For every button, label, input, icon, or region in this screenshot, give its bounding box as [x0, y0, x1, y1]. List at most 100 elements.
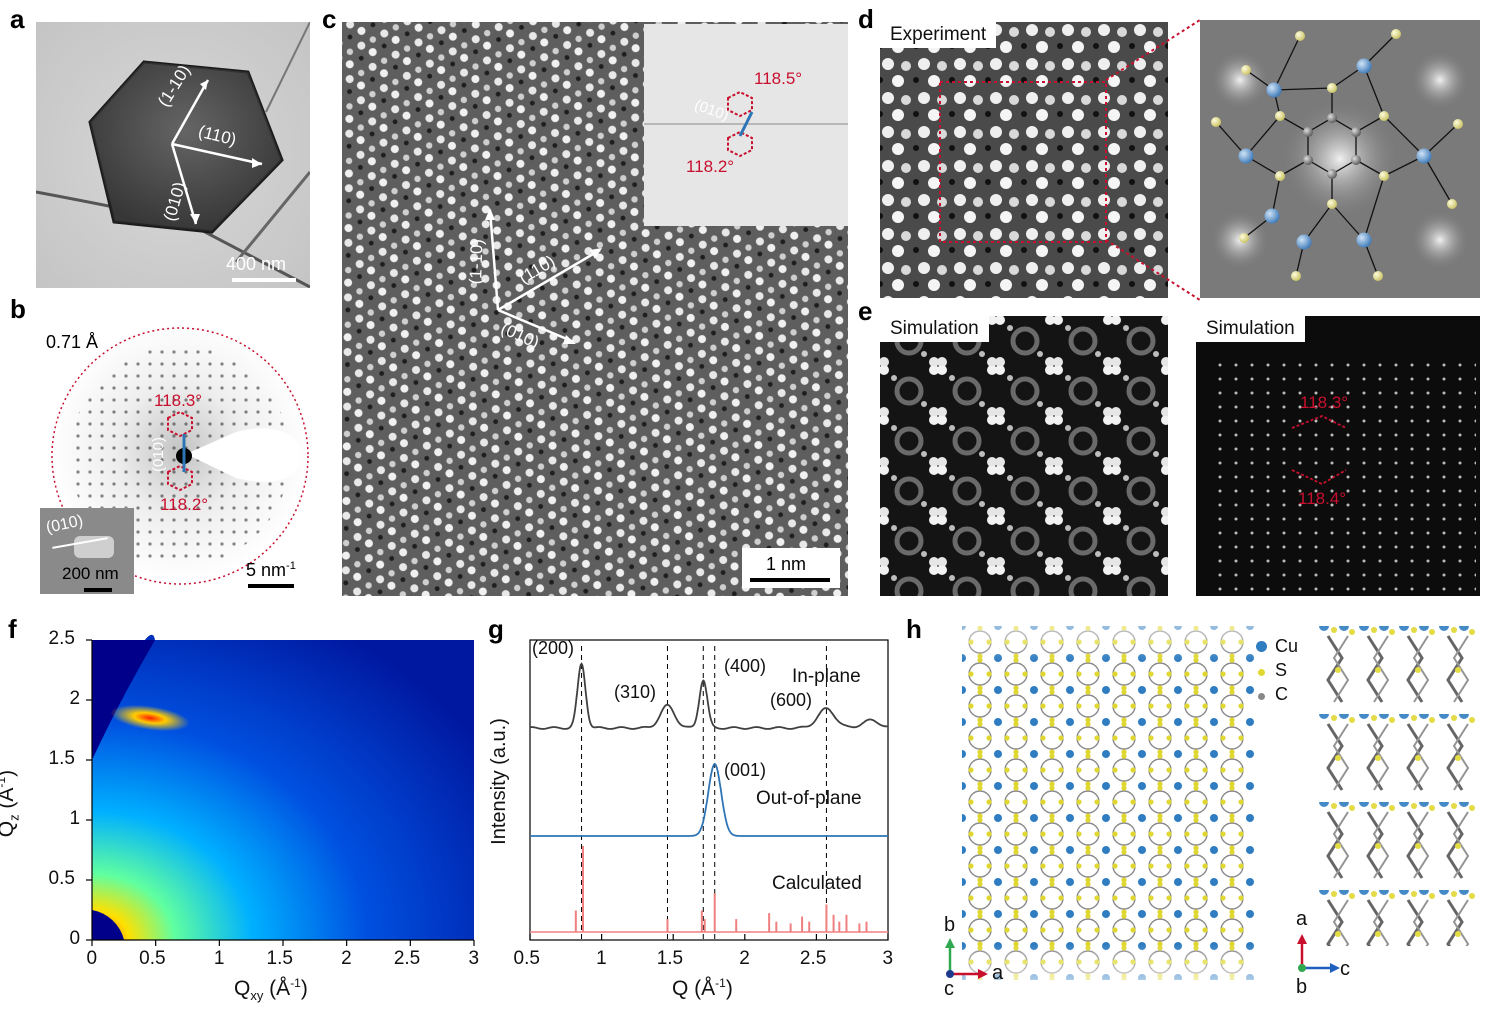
tem-image-a: (1-10) (110) (010) 400 nm	[36, 22, 310, 288]
structure-ac-plane	[1318, 626, 1478, 946]
trace-label-outofplane: Out-of-plane	[756, 788, 862, 809]
g-dashed-lines	[581, 646, 827, 940]
g-x-sup: -1	[715, 976, 726, 990]
scalebar-c	[750, 578, 830, 582]
axes-triad-right	[1297, 934, 1340, 973]
f-ytick-label: 1	[69, 808, 81, 829]
f-x-unit: (Å	[263, 977, 291, 1000]
experiment-tag: Experiment	[880, 22, 997, 48]
heatmap-hotspot	[110, 704, 190, 732]
panel-label-b: b	[10, 294, 26, 324]
g-xtick-label: 3	[882, 948, 894, 969]
cu-atoms	[1238, 58, 1432, 250]
panel-label-a: a	[10, 4, 25, 34]
cu-legend-dot	[1256, 641, 1267, 652]
structure-ab-plane	[962, 626, 1254, 980]
experiment-lattice	[880, 22, 1168, 298]
axis-b-right: b	[1296, 976, 1308, 998]
s-atoms	[1211, 29, 1463, 281]
panel-label-e: e	[858, 296, 873, 326]
sim-angle-bottom: 118.4°	[1298, 489, 1346, 508]
inset-image-b: (010) 200 nm	[40, 508, 134, 594]
f-ytick-label: 0	[69, 928, 81, 949]
peak-label-600: (600)	[770, 690, 813, 710]
legend-s: S	[1256, 660, 1287, 681]
scalebar-label-a: 400 nm	[226, 254, 287, 274]
fft-angle-top: 118.5°	[754, 69, 802, 88]
structure-side-view	[1318, 626, 1478, 946]
angle-label-b-bottom: 118.2°	[160, 495, 208, 514]
panel-label-g: g	[488, 614, 504, 644]
diffraction-b: 118.3° 118.2° 0.71 Å (010) (010) 200 nm …	[36, 322, 310, 596]
simulation-tag-right: Simulation	[1196, 316, 1305, 342]
peak-label-400: (400)	[724, 656, 767, 676]
simulation-image-e: Simulation	[880, 316, 1168, 596]
f-y-sub: z	[6, 814, 22, 821]
f-xtick-label: 0.5	[139, 948, 166, 969]
g-xtick-label: 1.5	[656, 948, 684, 969]
f-xaxis-title: Qxy (Å-1)	[234, 976, 308, 1003]
g-x-end: )	[725, 977, 733, 1000]
axis-a-right: a	[1296, 908, 1308, 930]
c-atoms	[1303, 113, 1361, 179]
resolution-label: 0.71 Å	[46, 332, 99, 352]
inset-dir-label: (010)	[44, 512, 85, 537]
scalebar-label-c: 1 nm	[766, 554, 807, 574]
c-legend-dot	[1258, 693, 1265, 700]
experiment-image-d: Experiment	[880, 22, 1168, 298]
f-x-main: Q	[234, 977, 251, 1000]
trace-label-inplane: In-plane	[792, 666, 861, 687]
scalebar-label-b: 5 nm-1	[246, 560, 296, 581]
s-legend-label: S	[1275, 660, 1288, 680]
zoom-connector	[1106, 19, 1201, 301]
inset-scalebar	[84, 588, 112, 592]
structure-overlay	[1210, 29, 1470, 281]
scalebar-b-sup: -1	[286, 560, 296, 572]
zoom-structure-d	[1200, 20, 1480, 298]
legend-cu: Cu	[1256, 636, 1298, 657]
tem-hexagon-crystal	[36, 22, 310, 288]
dir-label-c-1-10: (1-10)	[466, 238, 487, 285]
f-xtick-label: 1.5	[266, 948, 293, 969]
s-legend-dot	[1258, 669, 1265, 676]
panel-label-c: c	[322, 4, 337, 34]
g-yaxis-title: Intensity (a.u.)	[487, 718, 510, 845]
scalebar-b	[248, 584, 294, 588]
panel-label-h: h	[906, 614, 922, 644]
f-ytick-label: 2	[69, 688, 81, 709]
hrtem-image-c: (1-10) (110) (010) 118.5° 118.2° (010) 1…	[342, 22, 848, 596]
c-legend-label: C	[1275, 684, 1288, 704]
f-xtick-marks	[91, 940, 475, 946]
f-x-sup: -1	[290, 976, 301, 990]
peak-label-200: (200)	[532, 638, 575, 658]
inset-scalebar-label: 200 nm	[62, 564, 119, 583]
f-x-end: )	[300, 977, 308, 1000]
dir-label-b: (010)	[150, 436, 167, 472]
f-ytick-label: 1.5	[48, 748, 75, 769]
f-ytick-label: 2.5	[48, 628, 75, 649]
peak-label-310: (310)	[614, 682, 657, 702]
panel-label-f: f	[8, 614, 17, 644]
fft-angle-bottom: 118.2°	[686, 157, 734, 176]
g-trace-0	[530, 662, 888, 730]
f-y-unit: (Å	[0, 787, 19, 809]
fft-inset-c: 118.5° 118.2° (010)	[644, 24, 848, 226]
g-xtick-label: 1	[596, 948, 607, 969]
panel-label-d: d	[858, 4, 874, 34]
f-xtick-label: 1	[213, 948, 225, 969]
giwaxs-chart	[86, 634, 475, 946]
f-ytick-label: 0.5	[48, 868, 75, 889]
heatmap-field	[92, 634, 474, 940]
simulation-tag-left: Simulation	[880, 316, 989, 342]
g-xtick-marks	[529, 934, 889, 940]
legend-c: C	[1256, 684, 1288, 705]
xrd-profile-chart	[529, 639, 889, 941]
fft-pattern: 118.5° 118.2°	[644, 24, 848, 226]
g-xtick-label: 2.5	[799, 948, 827, 969]
g-xaxis-title: Q (Å-1)	[672, 976, 733, 1001]
f-y-main: Q	[0, 821, 18, 837]
f-ytick-marks	[86, 639, 92, 941]
scalebar-b-text: 5 nm	[246, 560, 287, 580]
f-xtick-label: 0	[86, 948, 98, 969]
g-traces	[530, 662, 888, 933]
